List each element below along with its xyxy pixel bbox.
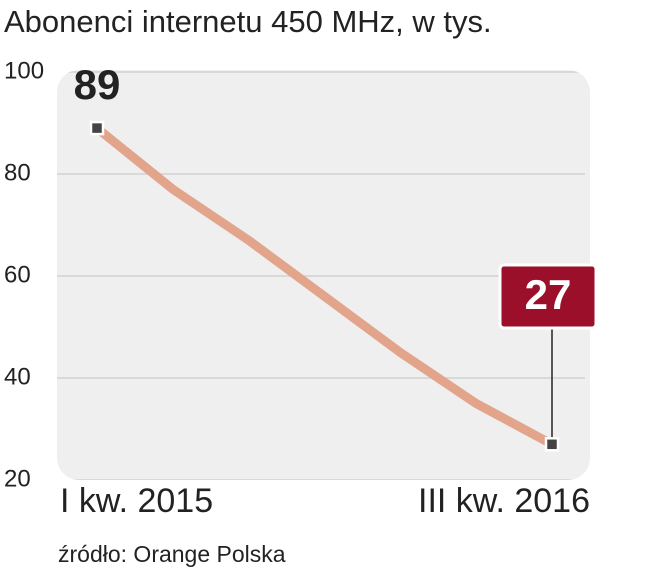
chart-title: Abonenci internetu 450 MHz, w tys. xyxy=(4,4,492,39)
y-tick-label: 100 xyxy=(4,57,44,84)
point-marker xyxy=(89,120,105,136)
grid xyxy=(57,71,585,480)
y-tick-label: 40 xyxy=(4,363,31,390)
data-label-box xyxy=(498,263,598,330)
y-tick-label: 20 xyxy=(4,465,31,492)
data-label: 89 xyxy=(74,61,121,108)
source: źródło: Orange Polska xyxy=(58,541,286,567)
x-tick-label: III kw. 2016 xyxy=(418,482,590,520)
point-marker xyxy=(544,437,560,452)
y-tick-label: 80 xyxy=(4,159,31,186)
data-line xyxy=(92,123,557,449)
x-tick-label: I kw. 2015 xyxy=(60,482,213,520)
data-label: 27 xyxy=(525,271,572,318)
y-tick-label: 60 xyxy=(4,261,31,288)
